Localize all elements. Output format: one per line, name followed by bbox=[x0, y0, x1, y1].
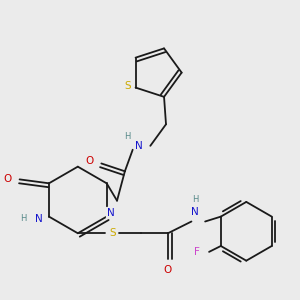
Text: O: O bbox=[4, 174, 12, 184]
Text: N: N bbox=[135, 141, 142, 151]
Text: N: N bbox=[107, 208, 114, 218]
Text: H: H bbox=[124, 131, 130, 140]
Text: S: S bbox=[124, 81, 131, 91]
Text: F: F bbox=[194, 247, 200, 257]
Text: S: S bbox=[110, 228, 116, 238]
Text: N: N bbox=[35, 214, 43, 224]
Text: H: H bbox=[20, 214, 27, 223]
Text: H: H bbox=[192, 196, 199, 205]
Text: O: O bbox=[85, 157, 94, 166]
Text: N: N bbox=[191, 207, 199, 217]
Text: O: O bbox=[164, 266, 172, 275]
